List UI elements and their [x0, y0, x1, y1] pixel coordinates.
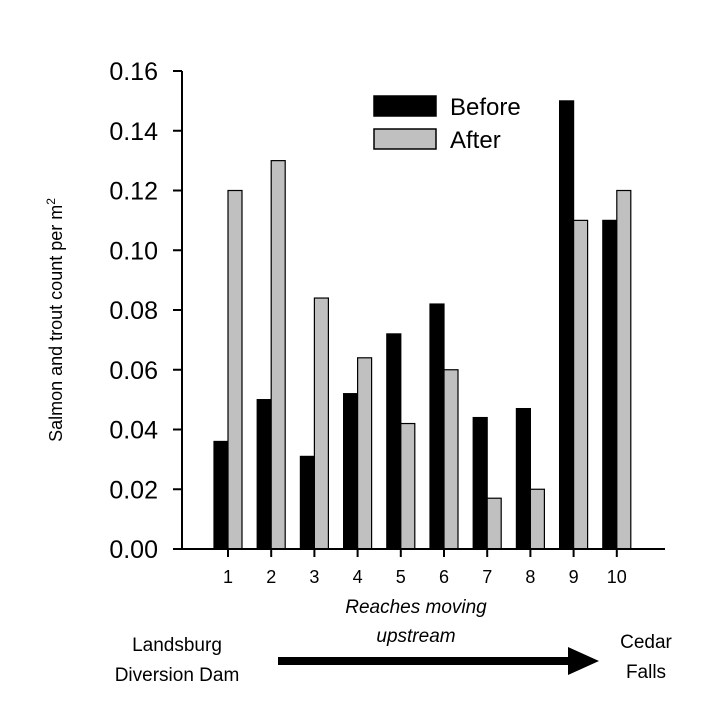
x-axis-label-line-1: Reaches moving	[345, 597, 487, 618]
x-tick-label: 2	[266, 567, 276, 587]
annotation-left-line-1: Landsburg	[132, 635, 222, 656]
bar-before-3	[299, 455, 315, 550]
bar-before-8	[515, 407, 532, 550]
x-tick-label: 5	[396, 567, 406, 587]
x-tick-label: 8	[525, 567, 535, 587]
bar-before-1	[213, 440, 229, 550]
legend-swatch-before	[373, 95, 437, 117]
y-tick-label: 0.16	[109, 58, 158, 86]
legend-label-after: After	[450, 127, 501, 154]
bar-before-2	[256, 399, 272, 550]
legend-swatch-after	[373, 128, 437, 150]
arrow-right-icon	[278, 647, 599, 675]
annotation-right-line-2: Falls	[626, 662, 666, 683]
bar-after-9	[572, 219, 589, 550]
bar-after-5	[400, 422, 416, 550]
y-axis-ticks: 0.00 0.02 0.04 0.06 0.08 0.10 0.12 0.14 0.16	[109, 58, 182, 564]
bar-before-6	[429, 303, 445, 550]
x-tick-label: 6	[439, 567, 449, 587]
legend: Before After	[373, 94, 521, 154]
bar-before-5	[386, 333, 402, 550]
x-tick-label: 1	[223, 567, 233, 587]
bar-after-7	[486, 497, 502, 550]
x-tick-label: 10	[607, 567, 627, 587]
bar-after-1	[227, 189, 243, 550]
bar-after-2	[270, 160, 286, 550]
bar-before-10	[602, 219, 618, 550]
bar-before-9	[558, 100, 575, 550]
x-tick-label: 3	[309, 567, 319, 587]
y-tick-label: 0.12	[109, 178, 158, 206]
x-tick-label: 9	[569, 567, 579, 587]
y-tick-label: 0.14	[109, 118, 158, 146]
bar-before-4	[343, 393, 359, 550]
x-tick-label: 4	[353, 567, 363, 587]
y-tick-label: 0.04	[109, 417, 158, 445]
y-tick-label: 0.06	[109, 357, 158, 385]
bar-after-4	[357, 357, 373, 550]
bar-after-3	[313, 297, 329, 550]
x-tick-label: 7	[482, 567, 492, 587]
x-axis-label-line-2: upstream	[376, 626, 455, 647]
y-tick-label: 0.10	[109, 237, 158, 265]
bar-after-8	[529, 488, 546, 550]
legend-label-before: Before	[450, 94, 521, 121]
y-axis-label: Salmon and trout count per m2	[44, 198, 66, 442]
bars	[213, 100, 632, 550]
bar-after-10	[616, 189, 632, 550]
y-axis-label-superscript: 2	[44, 198, 58, 205]
annotation-right-line-1: Cedar	[620, 632, 672, 653]
y-tick-label: 0.02	[109, 476, 158, 504]
bar-after-6	[443, 369, 459, 550]
category-labels: 1 2 3 4 5 6 7 8 9 10	[223, 549, 627, 587]
y-tick-label: 0.00	[109, 536, 158, 564]
y-tick-label: 0.08	[109, 297, 158, 325]
annotation-left-line-2: Diversion Dam	[115, 665, 240, 686]
bar-before-7	[472, 416, 488, 550]
